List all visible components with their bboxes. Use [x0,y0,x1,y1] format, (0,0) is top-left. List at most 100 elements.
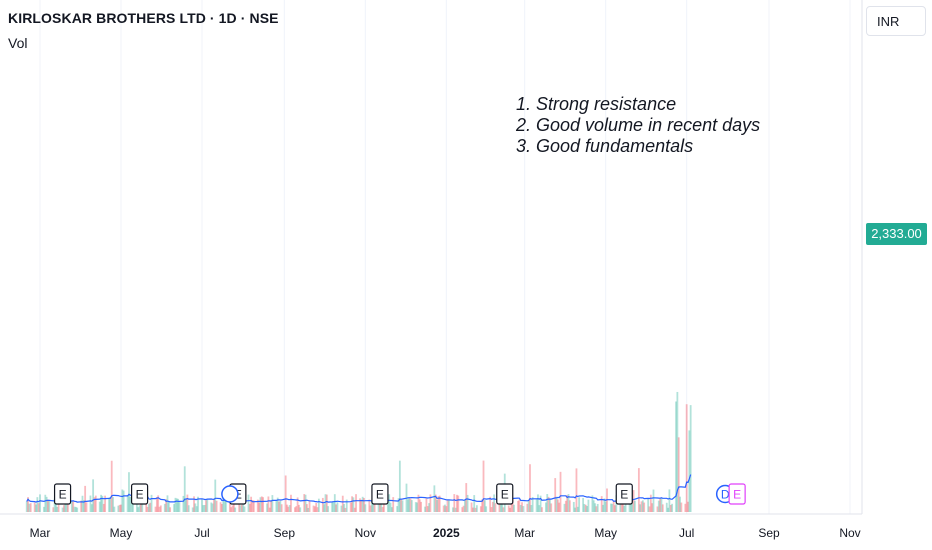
volume-bar [268,507,271,512]
volume-bar [195,506,198,512]
volume-legend[interactable]: Vol [8,35,28,51]
symbol-title[interactable]: KIRLOSKAR BROTHERS LTD · 1D · NSE [8,10,279,26]
volume-bar [420,501,422,512]
x-tick-label: Nov [839,526,860,540]
volume-bar [57,499,60,512]
volume-bar [173,504,176,512]
earnings-marker[interactable]: E [496,483,514,505]
earnings-marker[interactable]: E [130,483,149,505]
volume-bar [206,499,209,512]
volume-bar [239,505,242,512]
dividend-marker-partial[interactable] [221,485,239,503]
volume-bar [446,500,449,512]
volume-bar [675,401,677,512]
volume-bar [567,494,570,512]
marker-label: E [501,488,509,502]
volume-bar [481,499,484,512]
volume-bar [256,499,259,512]
volume-bar [498,499,501,512]
volume-bar [324,494,327,512]
earnings-marker[interactable]: E [53,483,72,505]
volume-bar [612,501,615,512]
volume-bar [482,460,485,512]
volume-bar [676,391,679,512]
volume-bar [623,505,626,512]
volume-bar [25,501,28,512]
volume-bar [109,497,112,512]
axes: 3,600.003,100.002,700.001,900.001,600.00… [0,0,863,540]
volume-bar [521,502,523,512]
volume-bar [201,498,203,512]
volume-bar [182,495,185,512]
volume-bar [479,506,482,512]
volume-bar [271,495,274,512]
volume-bar [360,500,363,512]
volume-bar [614,505,616,512]
volume-bar [108,497,110,512]
volume-bar [336,502,339,512]
volume-bar [128,472,130,512]
volume-bar [225,499,227,512]
volume-bar [631,501,634,512]
volume-bar [215,500,218,512]
volume-bar [637,468,640,512]
volume-bar [611,503,614,512]
volume-bar [323,504,326,512]
volume-bar [122,490,125,512]
volume-bar [45,496,48,512]
volume-bar [526,503,529,512]
volume-bar [247,494,250,512]
earnings-marker[interactable]: E [728,483,746,505]
annotation-note[interactable]: 1. Strong resistance 2. Good volume in r… [516,94,760,157]
volume-bar [639,504,642,512]
volume-bar [287,506,290,512]
volume-bar [154,506,157,512]
volume-bar [27,497,29,512]
currency-button[interactable]: INR [866,6,926,36]
volume-bar [531,497,534,512]
volume-bar [416,502,419,512]
volume-bar [118,504,121,512]
volume-bar [379,500,381,512]
volume-bar [633,500,636,512]
marker-label: E [59,488,67,502]
earnings-marker[interactable]: E [615,483,633,505]
volume-bar [223,494,226,512]
volume-bar [453,494,456,512]
volume-bar [602,504,604,512]
volume-bar [316,507,319,512]
volume-bar [70,501,73,512]
volume-bar [434,494,437,512]
volume-bar [575,468,578,512]
earnings-marker[interactable]: E [371,483,389,505]
volume-bar [349,502,352,512]
volume-bar [136,503,138,512]
volume-bar [457,495,460,512]
volume-bar [197,496,199,512]
volume-bar [584,504,587,512]
volume-bar [527,500,530,512]
volume-bar [159,505,162,512]
volume-bar [428,503,430,512]
volume-bar [619,501,622,512]
volume-bar [491,501,494,512]
volume-bar [66,497,69,512]
volume-bar [648,506,651,512]
volume-bar [424,506,426,512]
volume-bar [252,500,255,512]
volume-bar [194,503,197,512]
volume-bar [660,497,663,512]
volume-bar [267,496,270,512]
volume-bar [240,504,243,512]
volume-bar [147,503,150,512]
x-tick-label: May [110,526,133,540]
volume-bar [578,497,581,512]
volume-bar [85,502,88,512]
grid [39,0,851,514]
volume-bar [110,460,113,512]
volume-bar [494,503,497,512]
annotation-line-3: 3. Good fundamentals [516,136,694,156]
volume-bar [228,503,231,512]
volume-bar [126,495,129,512]
